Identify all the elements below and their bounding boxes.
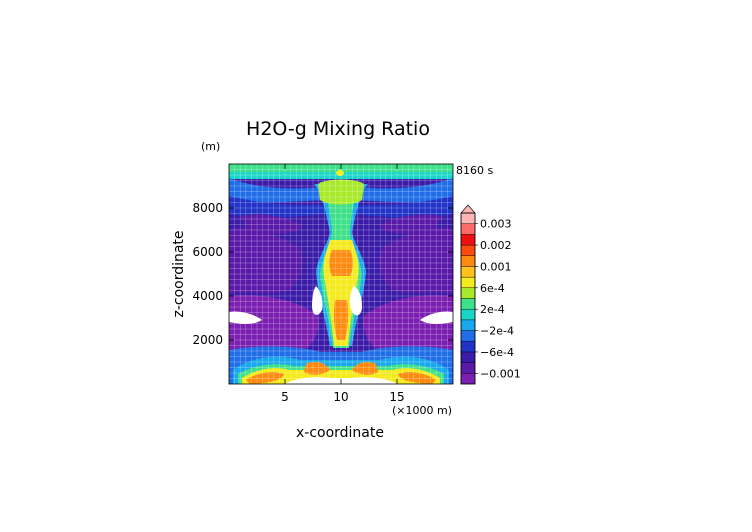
y-tick-label: 2000 [192, 333, 223, 347]
column-orange-lower [333, 300, 349, 340]
column-top-green [318, 179, 364, 205]
x-unit-label: (×1000 m) [392, 404, 452, 417]
plot-area [229, 164, 453, 384]
gridlines [229, 164, 453, 384]
colorbar-segment [460, 298, 476, 310]
colorbar-tick-label: 0.001 [480, 260, 512, 273]
y-axis: 2000 4000 6000 8000 [192, 201, 453, 347]
colorbar-segment [460, 234, 476, 246]
colorbar-segment [460, 362, 476, 374]
x-axis: 5 10 15 [281, 164, 405, 404]
colorbar-segment [460, 244, 476, 256]
time-label: 8160 s [456, 164, 493, 177]
top-yellow-spot [336, 170, 344, 176]
column-orange-upper [329, 250, 353, 276]
purple-left-low [229, 294, 319, 354]
purple-right-upper [380, 214, 442, 234]
x-tick-label: 5 [281, 390, 289, 404]
x-tick-label: 15 [389, 390, 404, 404]
x-axis-label: x-coordinate [296, 425, 384, 441]
colorbar-tick-label: 6e-4 [480, 282, 505, 295]
lower-orange-center-right [352, 362, 378, 375]
colorbar-segment [460, 223, 476, 235]
colorbar-tick-label: −2e-4 [480, 325, 514, 338]
colorbar-segment [460, 276, 476, 289]
lower-yellow-layer [242, 368, 440, 384]
blank-region-far-left [229, 311, 262, 324]
chart-title: H2O-g Mixing Ratio [246, 118, 430, 140]
colorbar-frame [460, 212, 476, 385]
colorbar-segment [460, 330, 476, 342]
colorbar-extend-arrow [460, 204, 476, 214]
y-tick-label: 8000 [192, 201, 223, 215]
purple-left-mid [229, 227, 303, 294]
lower-orange-center-left [304, 362, 330, 375]
colorbar-segment [460, 308, 476, 321]
colorbar-tick-label: 2e-4 [480, 303, 505, 316]
y-tick-label: 6000 [192, 245, 223, 259]
blank-region-far-right [420, 311, 453, 324]
colorbar-segment [460, 373, 476, 385]
purple-right-low [363, 294, 453, 354]
blank-region-right [349, 286, 362, 316]
colorbar-tick-label: −0.001 [480, 367, 521, 380]
colorbar-segment [460, 341, 476, 353]
colorbar: 0.003 0.002 0.001 6e-4 2e-4 −2e-4 −6e-4 −0.001 [460, 204, 521, 385]
purple-right-mid [379, 227, 453, 294]
x-tick-label: 10 [333, 390, 348, 404]
colorbar-segment [460, 255, 476, 267]
colorbar-segment [460, 212, 476, 224]
colorbar-tick-label: 0.003 [480, 218, 512, 231]
colorbar-segment [460, 287, 476, 299]
purple-left-upper [240, 214, 302, 234]
colorbar-tick-label: −6e-4 [480, 346, 514, 359]
lower-orange-right [398, 372, 436, 384]
y-unit-label: (m) [201, 140, 220, 153]
colorbar-tick-label: 0.002 [480, 239, 512, 252]
colorbar-segment [460, 266, 476, 278]
colorbar-segment [460, 351, 476, 363]
colorbar-segment [460, 319, 476, 331]
lower-orange-left [246, 372, 284, 384]
blank-region-left [312, 286, 323, 315]
y-tick-label: 4000 [192, 289, 223, 303]
y-axis-label: z-coordinate [171, 230, 187, 317]
